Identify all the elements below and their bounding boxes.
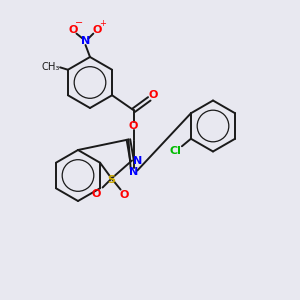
Text: O: O: [92, 25, 102, 35]
Text: O: O: [68, 25, 78, 35]
Text: O: O: [91, 189, 101, 199]
Text: N: N: [133, 155, 142, 166]
Text: Cl: Cl: [169, 146, 181, 156]
Text: N: N: [81, 36, 90, 46]
Text: +: +: [99, 19, 106, 28]
Text: O: O: [119, 190, 129, 200]
Text: S: S: [108, 175, 116, 185]
Text: −: −: [75, 18, 83, 28]
Text: CH₃: CH₃: [41, 62, 60, 72]
Text: O: O: [129, 121, 138, 131]
Text: N: N: [129, 167, 138, 177]
Text: O: O: [149, 90, 158, 100]
